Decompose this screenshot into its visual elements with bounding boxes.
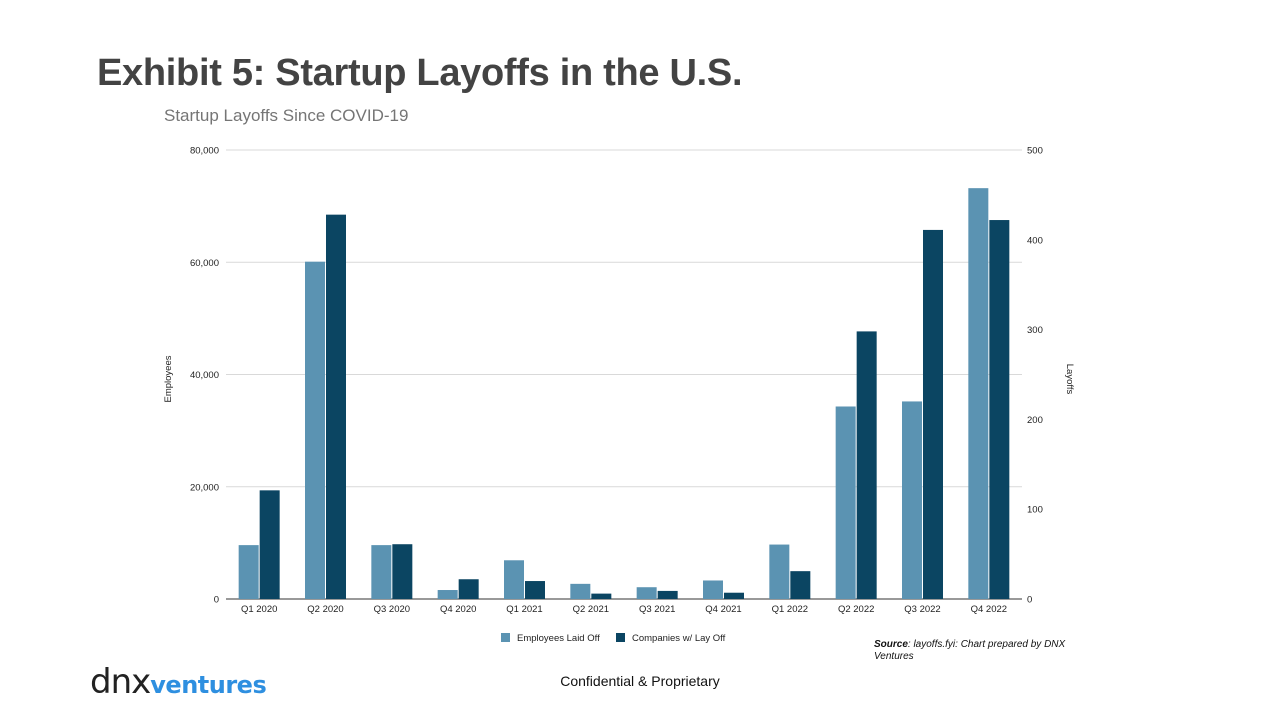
x-tick-label: Q4 2021	[705, 604, 741, 615]
legend-label-companies: Companies w/ Lay Off	[632, 633, 726, 644]
x-tick-label: Q4 2020	[440, 604, 476, 615]
x-tick-label: Q2 2021	[573, 604, 609, 615]
footer-confidential: Confidential & Proprietary	[560, 673, 720, 689]
legend-swatch-employees	[501, 633, 510, 642]
x-tick-label: Q3 2021	[639, 604, 675, 615]
legend-label-employees: Employees Laid Off	[517, 633, 600, 644]
source-note: Source: layoffs.fyi: Chart prepared by D…	[874, 639, 1079, 663]
logo-secondary: ventures	[150, 671, 267, 699]
companies-bar	[657, 590, 678, 599]
left-tick-label: 40,000	[190, 370, 219, 381]
x-tick-label: Q3 2022	[904, 604, 940, 615]
x-tick-label: Q1 2021	[506, 604, 542, 615]
x-tick-label: Q2 2020	[307, 604, 343, 615]
legend-swatch-companies	[616, 633, 625, 642]
x-tick-label: Q1 2020	[241, 604, 277, 615]
exhibit-title: Exhibit 5: Startup Layoffs in the U.S.	[97, 52, 743, 94]
right-axis-title: Layoffs	[1064, 364, 1075, 395]
employees-bar	[371, 545, 392, 599]
x-axis-ticks: Q1 2020 Q2 2020 Q3 2020 Q4 2020 Q1 2021 Q2 20…	[241, 604, 1007, 615]
dnx-ventures-logo: dnxventures	[90, 662, 267, 702]
employees-bar	[504, 560, 524, 599]
source-text: : layoffs.fyi: Chart prepared by DNX Ven…	[874, 639, 1066, 662]
employees-bar	[968, 188, 989, 600]
companies-bar	[259, 490, 280, 599]
companies-bar	[458, 579, 479, 599]
companies-bar	[989, 220, 1010, 599]
companies-bar	[392, 544, 413, 599]
left-tick-label: 20,000	[190, 482, 219, 493]
x-tick-label: Q4 2022	[971, 604, 1007, 615]
left-tick-label: 80,000	[190, 146, 219, 157]
companies-bar	[790, 571, 811, 599]
left-tick-label: 60,000	[190, 258, 219, 269]
gridlines	[226, 149, 1022, 600]
legend: Employees Laid Off Companies w/ Lay Off	[501, 633, 726, 644]
companies-bar	[525, 581, 545, 599]
employees-bar	[238, 545, 259, 599]
employees-bar	[902, 401, 922, 599]
companies-bar	[856, 331, 877, 599]
right-tick-label: 200	[1027, 415, 1043, 426]
employees-bar	[703, 580, 723, 599]
right-tick-label: 300	[1027, 325, 1043, 336]
bars	[238, 188, 1010, 600]
chart-title: Startup Layoffs Since COVID-19	[164, 106, 409, 125]
right-tick-label: 0	[1027, 595, 1032, 606]
logo-primary: dnx	[90, 662, 151, 702]
left-tick-label: 0	[214, 595, 219, 606]
x-tick-label: Q2 2022	[838, 604, 874, 615]
right-tick-label: 100	[1027, 505, 1043, 516]
source-label: Source	[874, 639, 908, 650]
companies-bar	[724, 592, 744, 599]
employees-bar	[636, 587, 657, 599]
employees-bar	[570, 583, 591, 599]
left-axis-ticks: 0 20,000 40,000 60,000 80,000	[190, 146, 219, 606]
x-tick-label: Q3 2020	[374, 604, 410, 615]
right-tick-label: 500	[1027, 146, 1043, 157]
right-axis-ticks: 0 100 200 300 400 500	[1027, 146, 1043, 606]
right-tick-label: 400	[1027, 235, 1043, 246]
x-tick-label: Q1 2022	[772, 604, 808, 615]
employees-bar	[835, 406, 856, 599]
companies-bar	[326, 214, 346, 599]
companies-bar	[923, 229, 943, 599]
employees-bar	[437, 590, 458, 599]
employees-bar	[769, 544, 790, 599]
employees-bar	[305, 261, 325, 599]
companies-bar	[591, 593, 612, 599]
left-axis-title: Employees	[163, 355, 174, 402]
